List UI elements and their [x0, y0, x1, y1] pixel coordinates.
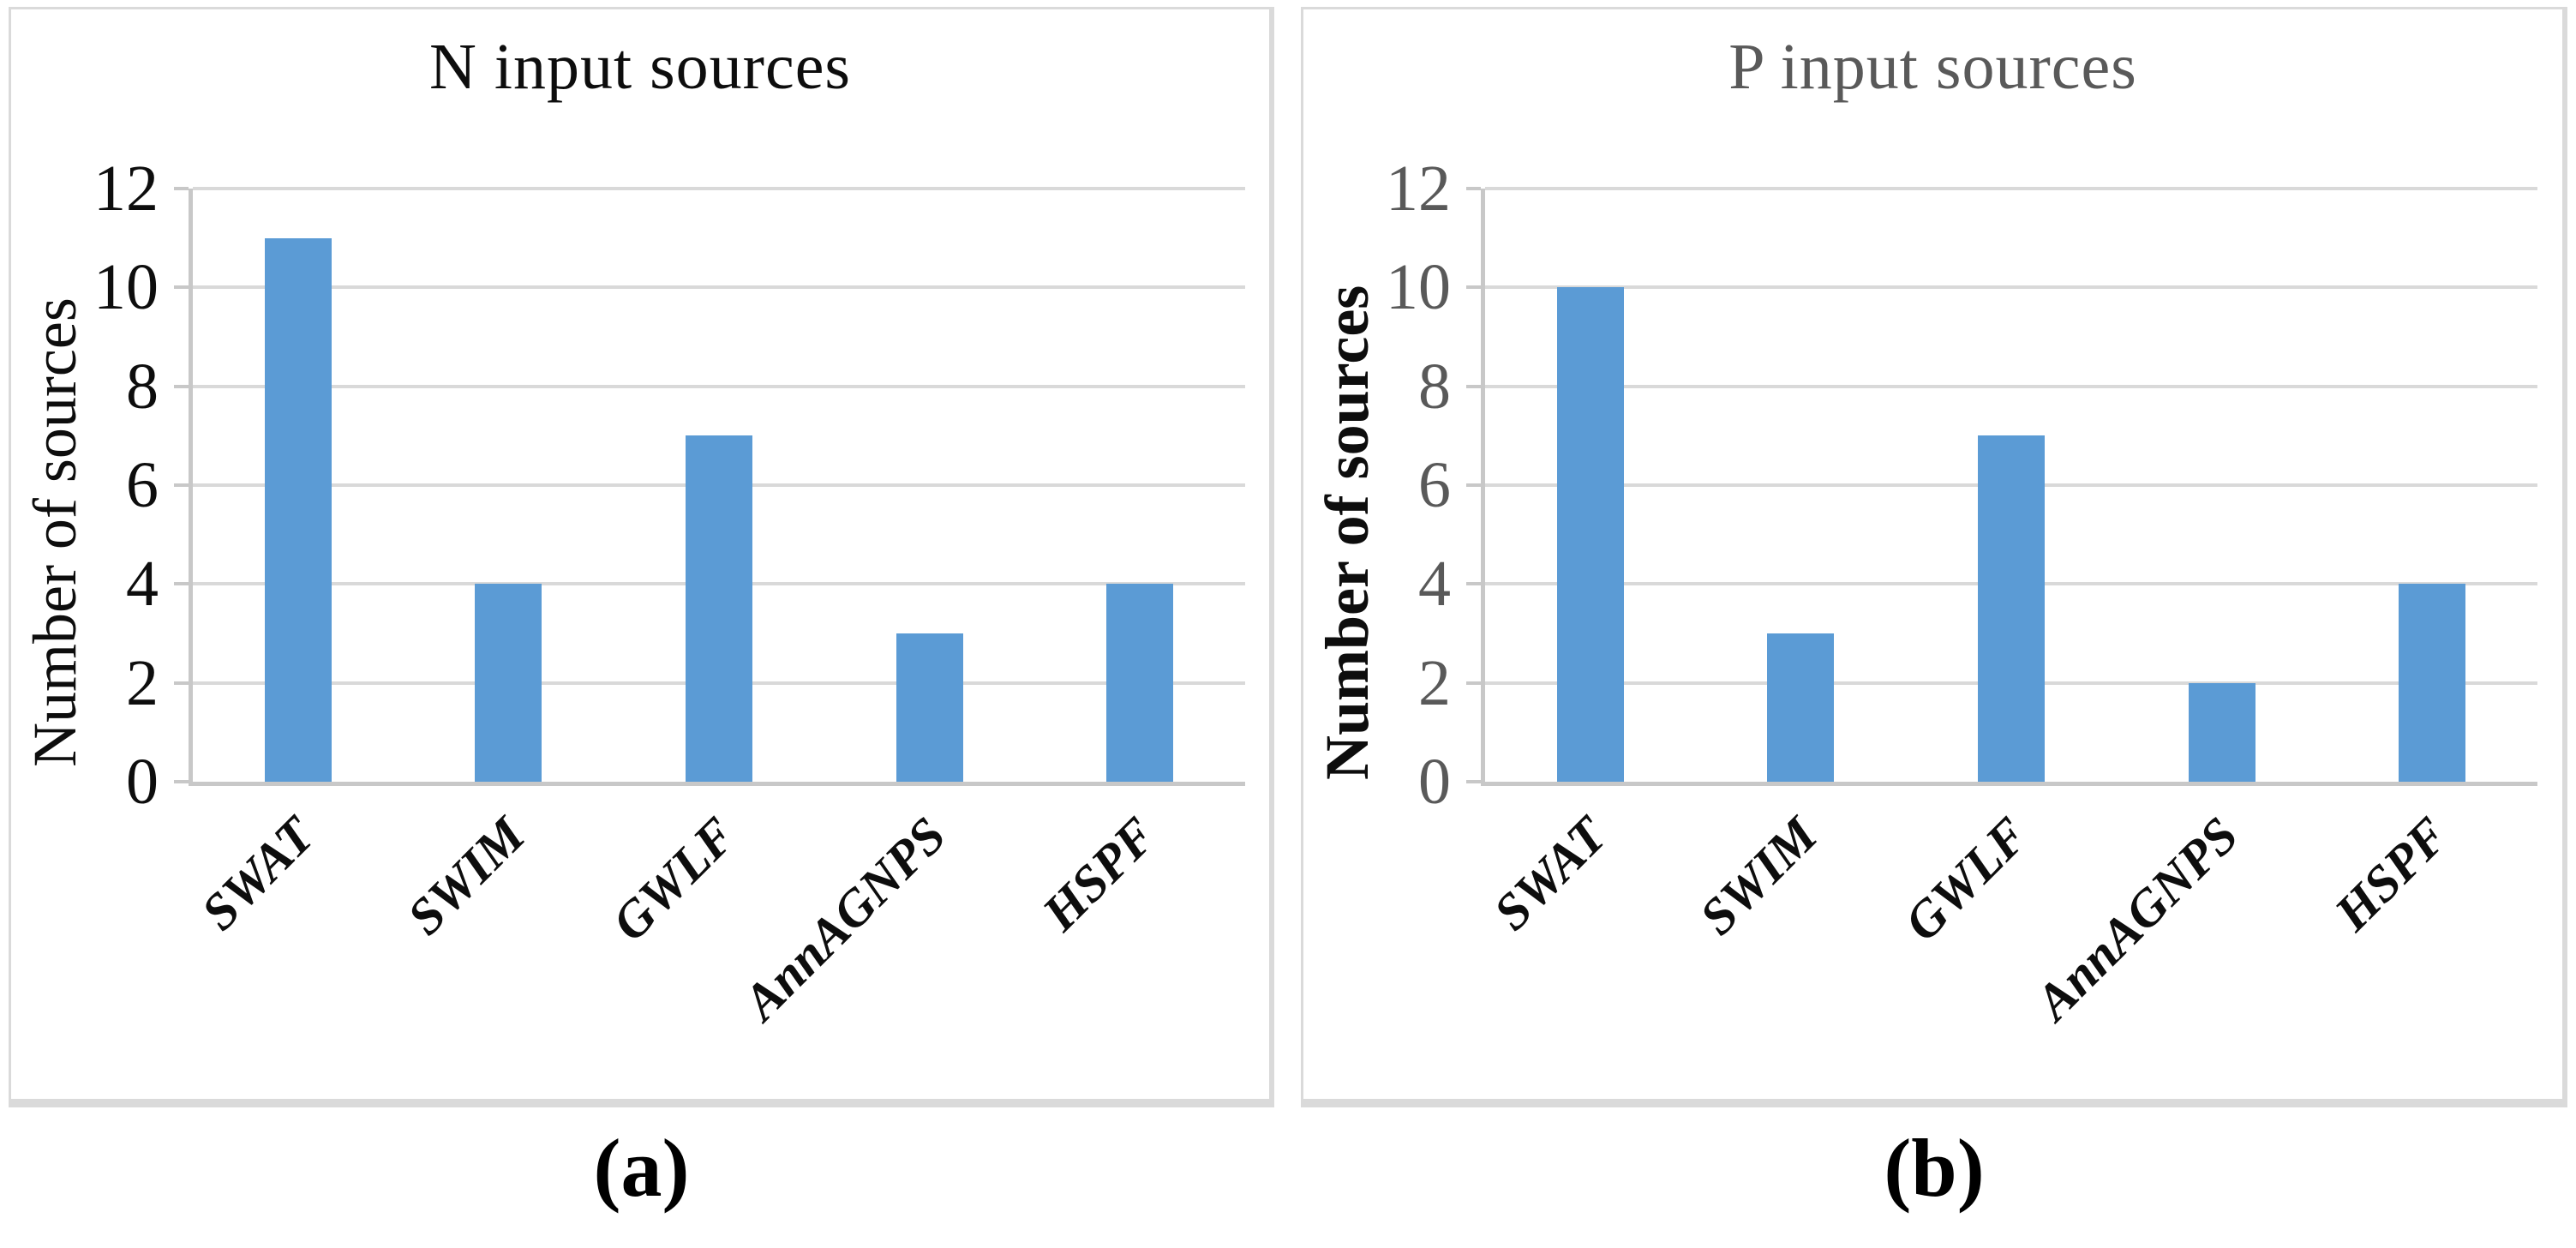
axis-tick-mark — [1466, 681, 1481, 685]
bar — [2188, 682, 2255, 782]
y-tick-label: 8 — [126, 350, 159, 423]
axis-tick-mark — [174, 582, 189, 586]
axis-tick-mark — [1466, 483, 1481, 487]
gridline — [193, 187, 1245, 190]
axis-tick-mark — [174, 681, 189, 685]
y-tick-label: 8 — [1418, 350, 1451, 423]
axis-tick-mark — [174, 187, 189, 190]
y-tick-label: 0 — [126, 746, 159, 818]
y-tick-label: 12 — [93, 153, 159, 225]
plot-area — [189, 187, 1245, 786]
gridline — [1485, 285, 2537, 290]
y-tick-label: 12 — [1386, 153, 1451, 225]
bar — [1767, 633, 1835, 782]
y-tick-label: 6 — [1418, 449, 1451, 521]
x-axis-labels: SWAT SWIM GWLF AnnAGNPS HSPF — [1481, 795, 2533, 1095]
gridline — [1485, 384, 2537, 388]
x-axis-labels: SWAT SWIM GWLF AnnAGNPS HSPF — [189, 795, 1241, 1095]
x-category-label: SWAT — [190, 806, 326, 941]
bar — [264, 237, 332, 782]
bar — [686, 435, 752, 782]
y-tick-label: 2 — [126, 646, 159, 719]
x-category-label: AnnAGNPS — [2024, 806, 2250, 1031]
gridline — [193, 384, 1245, 388]
x-category-label: SWIM — [396, 806, 536, 946]
axis-tick-mark — [174, 483, 189, 487]
y-tick-label: 4 — [126, 548, 159, 621]
chart-title-p: P input sources — [1728, 31, 2137, 103]
gridline — [1485, 187, 2537, 190]
chart-title-n: N input sources — [428, 31, 852, 103]
y-tick-label: 6 — [126, 449, 159, 521]
bar — [1978, 435, 2045, 782]
axis-tick-mark — [1466, 780, 1481, 783]
axis-tick-mark — [174, 780, 189, 783]
x-category-label: GWLF — [601, 806, 746, 952]
axis-tick-mark — [1466, 187, 1481, 190]
x-axis-line — [1481, 782, 2537, 786]
bar — [1556, 287, 1624, 782]
bar — [1106, 584, 1174, 782]
y-tick-label: 10 — [93, 251, 159, 324]
axis-tick-mark — [174, 285, 189, 290]
y-tick-label: 0 — [1418, 746, 1451, 818]
x-category-label: SWAT — [1483, 806, 1618, 941]
axis-tick-mark — [1466, 582, 1481, 586]
plot-area — [1481, 187, 2537, 786]
bar — [896, 633, 963, 782]
x-category-label: SWIM — [1688, 806, 1828, 946]
chart-panel-p: P input sources Number of sources SWAT SW… — [1301, 7, 2567, 1107]
x-axis-line — [189, 782, 1245, 786]
x-category-label: GWLF — [1893, 806, 2039, 952]
chart-panel-n: N input sources Number of sources SWAT SW… — [9, 7, 1274, 1107]
bar — [475, 584, 542, 782]
axis-tick-mark — [1466, 384, 1481, 388]
axis-tick-mark — [1466, 285, 1481, 290]
y-tick-label: 10 — [1386, 251, 1451, 324]
bar — [2399, 584, 2466, 782]
gridline — [193, 285, 1245, 290]
axis-tick-mark — [174, 384, 189, 388]
y-tick-label: 2 — [1418, 646, 1451, 719]
subfigure-label-b: (b) — [1884, 1122, 1985, 1214]
x-category-label: AnnAGNPS — [732, 806, 957, 1031]
y-tick-label: 4 — [1418, 548, 1451, 621]
x-category-label: HSPF — [1032, 806, 1167, 942]
x-category-label: HSPF — [2324, 806, 2459, 942]
subfigure-label-a: (a) — [593, 1122, 690, 1214]
